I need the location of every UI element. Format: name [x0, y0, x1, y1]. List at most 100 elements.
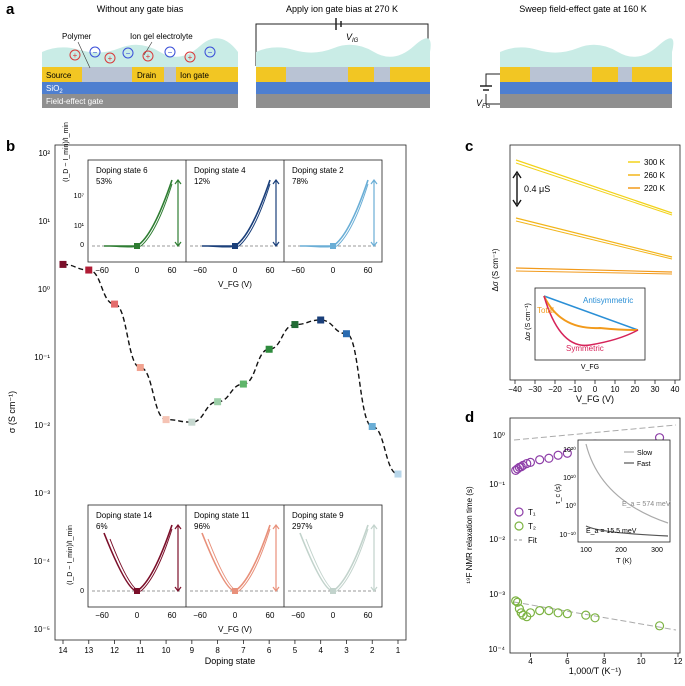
ion-gate-electrode — [176, 67, 238, 82]
top-insets: Doping state 6 53% −60 0 60 Doping state 4 12%… — [92, 166, 378, 275]
inset-group-bottom: (I_D − I_min)/I_min 0 V_FG (V) Doping st… — [67, 504, 383, 634]
x-ticks-d: 4 6 8 10 12 — [528, 653, 683, 666]
inset-percent: 53% — [96, 177, 112, 186]
ion-sign: + — [73, 51, 78, 60]
data-point — [544, 453, 554, 463]
inset-x-tick: −60 — [193, 611, 207, 620]
x-tick-label: 6 — [565, 657, 570, 666]
inset-d-ytick: 10²⁰ — [563, 446, 576, 454]
caption-fe-sweep: Sweep field-effect gate at 160 K — [519, 4, 646, 14]
x-tick-label: −40 — [508, 385, 522, 394]
inset-percent: 78% — [292, 177, 308, 186]
scale-bar: 0.4 μS — [512, 170, 550, 208]
data-point — [291, 321, 299, 329]
ion-sign: − — [126, 49, 131, 58]
inset-d-xtick: 200 — [615, 547, 627, 554]
ion-gel-layer — [42, 38, 238, 72]
y-axis-label-c: Δσ (S cm⁻¹) — [491, 248, 500, 291]
legend-label: 300 K — [644, 158, 666, 167]
inset-x-tick: 60 — [266, 611, 275, 620]
data-point — [162, 416, 170, 424]
y-tick-label: 10⁻² — [489, 535, 505, 544]
drain-electrode — [132, 67, 164, 82]
data-point — [553, 608, 563, 618]
ion-icon — [142, 50, 154, 62]
inset-title: Doping state 2 — [292, 166, 344, 175]
legend-fit-label: Fit — [528, 536, 538, 545]
ion-gel-layer-3 — [500, 38, 674, 72]
inset-arrowheads — [272, 524, 280, 592]
inset-y-tick: 0 — [80, 588, 84, 595]
fe-gate-layer-2 — [256, 94, 430, 108]
y-tick-label: 10⁰ — [38, 285, 50, 294]
inset-d-ylabel: τ_c (s) — [555, 484, 562, 504]
x-tick-label: 6 — [267, 646, 272, 655]
inset-percent: 6% — [96, 522, 108, 531]
y-tick-label: 10⁻³ — [489, 590, 505, 599]
sio2-layer-2 — [256, 82, 430, 94]
data-point — [581, 610, 591, 620]
inset-curve-back — [305, 183, 369, 248]
x-axis-label-c: V_FG (V) — [576, 394, 614, 404]
legend-t1-label: T₁ — [528, 508, 536, 517]
data-point — [214, 398, 222, 406]
inset-d: τ_c (s) T (K) 10²⁰ 10¹⁰ 10⁰ 10⁻¹⁰ 100 20… — [555, 439, 671, 565]
x-tick-label: 4 — [528, 657, 533, 666]
ea-fast-label: E_a = 15.5 meV — [586, 528, 637, 535]
x-tick-label: 10 — [162, 646, 171, 655]
sio2-layer — [42, 82, 238, 94]
panel-c: c Δσ (S cm⁻¹) V_FG (V) −40 −30 −20 −10 0 10 20… — [465, 138, 681, 404]
data-point — [511, 596, 521, 606]
inset-x-tick: −60 — [95, 611, 109, 620]
data-point — [562, 609, 572, 619]
inset-percent: 12% — [194, 177, 210, 186]
data-point — [265, 345, 273, 353]
ion-gate-electrode-3 — [632, 67, 672, 82]
ion-gel-label: Ion gel electrolyte — [130, 32, 193, 41]
ion-gate-electrode-2 — [390, 67, 430, 82]
x-tick-label: 1 — [396, 646, 401, 655]
x-tick-label: 10 — [611, 385, 620, 394]
data-point — [368, 423, 376, 431]
data-point — [535, 606, 545, 616]
source-electrode-2 — [256, 67, 286, 82]
fe-gate-label: Field-effect gate — [46, 97, 104, 106]
ion-gel-layer-2 — [256, 38, 431, 72]
inset-x-tick: 60 — [266, 266, 275, 275]
y-tick-label: 10⁻⁴ — [488, 645, 505, 654]
panel-label-d: d — [465, 409, 474, 426]
panel-label-b: b — [6, 138, 15, 155]
inset-y-tick: 10⁷ — [74, 193, 85, 200]
legend-t2-label: T₂ — [528, 522, 536, 531]
y-axis-label-b: σ (S cm⁻¹) — [7, 391, 17, 433]
ion-sign: + — [108, 54, 113, 63]
total-label: Total — [537, 306, 554, 315]
total-curve — [543, 295, 639, 331]
ion-icon — [89, 46, 101, 58]
source-electrode — [42, 67, 82, 82]
antisymmetric-label: Antisymmetric — [583, 296, 633, 305]
drain-electrode-3 — [592, 67, 618, 82]
x-tick-label: 3 — [344, 646, 349, 655]
y-tick-label: 10² — [38, 149, 50, 158]
legend-label: 220 K — [644, 184, 666, 193]
inset-arrowheads — [272, 179, 280, 247]
data-point — [590, 613, 600, 623]
data-point — [317, 316, 325, 324]
y-axis-label-d: ¹⁹F NMR relaxation time (s) — [465, 486, 474, 584]
inset-marker — [330, 588, 336, 594]
inset-title: Doping state 6 — [96, 166, 148, 175]
x-tick-label: 13 — [84, 646, 93, 655]
y-tick-label: 10⁻¹ — [489, 480, 505, 489]
x-tick-label: 11 — [136, 646, 145, 655]
inset-title: Doping state 4 — [194, 166, 246, 175]
inset-curve-back — [207, 528, 271, 592]
caption-ion-gate-bias: Apply ion gate bias at 270 K — [286, 4, 398, 14]
inset-y-label-bottom: (I_D − I_min)/I_min — [67, 525, 74, 585]
x-tick-label: 8 — [215, 646, 220, 655]
x-tick-label: −20 — [548, 385, 562, 394]
x-tick-label: 20 — [631, 385, 640, 394]
ion-sign: + — [146, 52, 151, 61]
x-tick-label: 12 — [110, 646, 119, 655]
data-point — [553, 450, 563, 460]
